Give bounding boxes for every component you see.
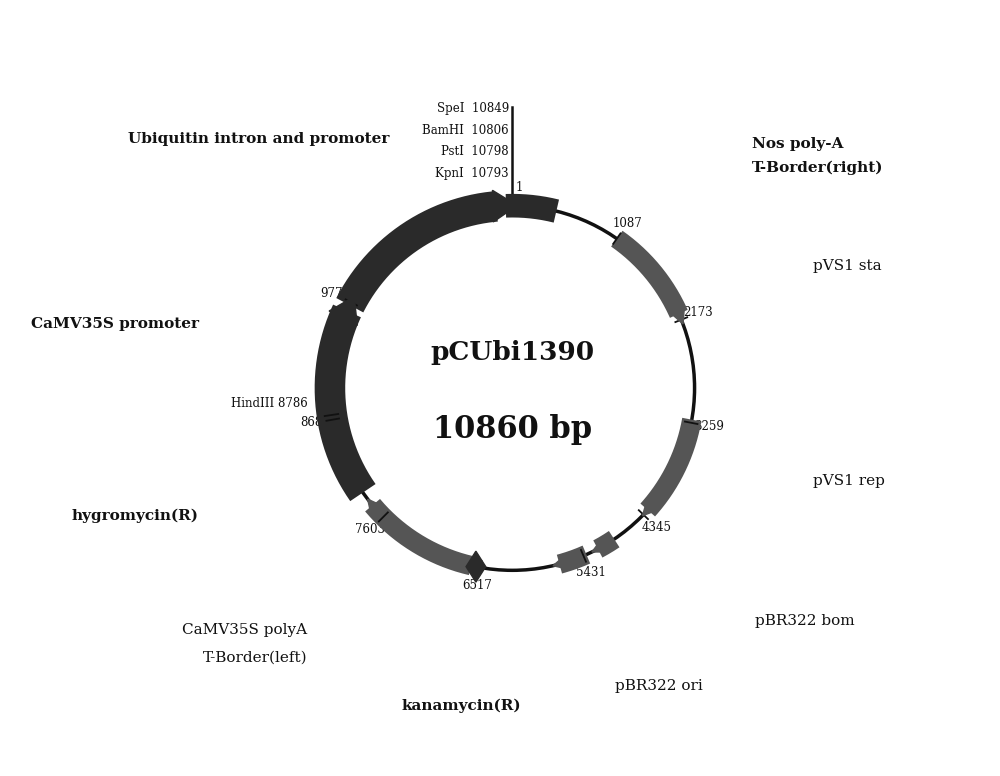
Text: SpeI  10849: SpeI 10849	[437, 102, 509, 115]
Polygon shape	[466, 551, 486, 582]
Text: T-Border(right): T-Border(right)	[752, 161, 884, 175]
Text: T-Border(left): T-Border(left)	[203, 650, 308, 664]
Text: kanamycin(R): kanamycin(R)	[401, 698, 521, 712]
Polygon shape	[553, 557, 566, 569]
Text: hygromycin(R): hygromycin(R)	[72, 509, 199, 523]
Polygon shape	[642, 499, 659, 516]
Text: Ubiquitin intron and promoter: Ubiquitin intron and promoter	[128, 131, 390, 146]
Text: 10860 bp: 10860 bp	[433, 414, 592, 445]
Text: 4345: 4345	[642, 521, 672, 534]
Text: 5431: 5431	[576, 566, 606, 579]
Text: 1: 1	[516, 181, 523, 194]
Text: 8689: 8689	[300, 417, 330, 429]
Text: CaMV35S polyA: CaMV35S polyA	[182, 623, 308, 638]
Text: pVS1 sta: pVS1 sta	[813, 259, 882, 273]
Text: pBR322 bom: pBR322 bom	[755, 615, 855, 629]
Text: Nos poly-A: Nos poly-A	[752, 137, 844, 151]
Text: 2173: 2173	[683, 307, 713, 320]
Text: KpnI  10793: KpnI 10793	[435, 167, 509, 180]
Polygon shape	[329, 296, 357, 325]
Text: pVS1 rep: pVS1 rep	[813, 474, 885, 488]
Text: CaMV35S promoter: CaMV35S promoter	[31, 317, 199, 331]
Polygon shape	[368, 499, 383, 516]
Text: 6517: 6517	[462, 579, 492, 592]
Text: BamHI  10806: BamHI 10806	[422, 123, 509, 137]
Text: HindIII 8786: HindIII 8786	[231, 397, 308, 410]
Text: 3259: 3259	[694, 420, 724, 433]
Text: 9775: 9775	[320, 287, 350, 300]
Polygon shape	[670, 307, 684, 324]
Text: pCUbi1390: pCUbi1390	[430, 341, 594, 365]
Text: 7603: 7603	[355, 523, 385, 536]
Text: PstI  10798: PstI 10798	[441, 145, 509, 158]
Polygon shape	[492, 190, 517, 222]
Polygon shape	[592, 542, 605, 552]
Text: pBR322 ori: pBR322 ori	[615, 679, 702, 693]
Text: 1087: 1087	[612, 217, 642, 230]
